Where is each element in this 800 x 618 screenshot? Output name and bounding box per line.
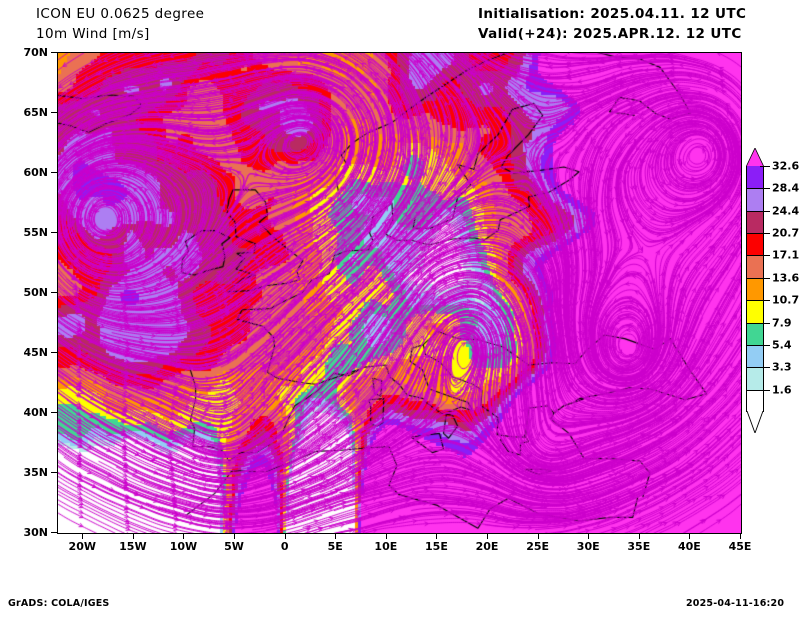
grads-credit: GrADS: COLA/IGES xyxy=(8,598,110,609)
colorbar-band xyxy=(747,255,763,279)
lon-tick xyxy=(133,533,134,539)
colorbar-tick-label: 28.4 xyxy=(772,181,800,195)
colorbar-tick xyxy=(760,345,770,346)
lon-tick-label: 15W xyxy=(119,540,147,553)
model-title: ICON EU 0.0625 degree xyxy=(36,6,205,22)
valid-time-label: Valid(+24): 2025.APR.12. 12 UTC xyxy=(478,26,742,42)
lon-tick xyxy=(183,533,184,539)
initialisation-label: Initialisation: 2025.04.11. 12 UTC xyxy=(478,6,747,22)
colorbar-tick xyxy=(760,211,770,212)
lat-tick xyxy=(51,532,57,533)
lat-tick xyxy=(51,352,57,353)
colorbar-tick-label: 5.4 xyxy=(772,338,792,352)
lat-tick-label: 50N xyxy=(23,286,48,299)
lon-tick-label: 20E xyxy=(475,540,499,553)
lon-tick xyxy=(639,533,640,539)
colorbar-top-extend-arrow xyxy=(746,148,764,167)
lon-tick-label: 45E xyxy=(728,540,752,553)
lon-tick xyxy=(335,533,336,539)
colorbar-bands xyxy=(746,166,764,413)
colorbar[interactable]: 32.6 28.4 24.4 20.7 17.1 13.6 10.7 7.9 5.4 3.3 1.6 xyxy=(746,148,800,438)
colorbar-band xyxy=(747,344,763,369)
colorbar-tick xyxy=(760,233,770,234)
lon-tick-label: 5E xyxy=(327,540,343,553)
colorbar-band xyxy=(747,166,763,190)
colorbar-band xyxy=(747,389,763,413)
lat-tick-label: 70N xyxy=(23,46,48,59)
lon-tick xyxy=(487,533,488,539)
colorbar-tick xyxy=(760,278,770,279)
lon-tick xyxy=(82,533,83,539)
lon-tick xyxy=(588,533,589,539)
lon-tick-label: 5W xyxy=(224,540,244,553)
lon-tick xyxy=(436,533,437,539)
lat-tick-label: 45N xyxy=(23,346,48,359)
colorbar-tick-label: 7.9 xyxy=(772,316,792,330)
colorbar-tick-label: 10.7 xyxy=(772,293,800,307)
lon-tick-label: 25E xyxy=(526,540,550,553)
lon-tick xyxy=(538,533,539,539)
colorbar-tick xyxy=(760,390,770,391)
colorbar-tick-label: 17.1 xyxy=(772,248,800,262)
lat-tick-label: 35N xyxy=(23,466,48,479)
colorbar-band xyxy=(747,277,763,302)
colorbar-band xyxy=(747,233,763,257)
lon-tick-label: 15E xyxy=(425,540,448,553)
colorbar-band xyxy=(747,188,763,212)
lat-tick xyxy=(51,52,57,53)
lon-tick-label: 35E xyxy=(627,540,651,553)
lon-tick xyxy=(740,533,741,539)
lat-tick-label: 60N xyxy=(23,166,48,179)
colorbar-band xyxy=(747,300,763,324)
lon-tick-label: 10E xyxy=(374,540,398,553)
colorbar-tick xyxy=(760,188,770,189)
lat-tick-label: 55N xyxy=(23,226,48,239)
lon-tick xyxy=(285,533,286,539)
lat-tick-label: 65N xyxy=(23,106,48,119)
lat-tick xyxy=(51,112,57,113)
render-timestamp: 2025-04-11-16:20 xyxy=(686,598,785,609)
lon-tick-label: 20W xyxy=(68,540,96,553)
colorbar-tick xyxy=(760,367,770,368)
lat-tick xyxy=(51,292,57,293)
lat-tick xyxy=(51,412,57,413)
field-title: 10m Wind [m/s] xyxy=(36,26,150,42)
map-plot-area[interactable] xyxy=(57,52,742,534)
lon-tick xyxy=(386,533,387,539)
colorbar-tick xyxy=(760,255,770,256)
colorbar-tick-label: 20.7 xyxy=(772,226,800,240)
lat-tick xyxy=(51,232,57,233)
colorbar-tick xyxy=(760,323,770,324)
wind-field-canvas xyxy=(58,53,741,533)
lon-tick xyxy=(234,533,235,539)
lat-tick xyxy=(51,472,57,473)
lon-tick xyxy=(689,533,690,539)
colorbar-tick-label: 24.4 xyxy=(772,204,800,218)
lon-tick-label: 0 xyxy=(280,540,289,553)
lon-tick-label: 40E xyxy=(677,540,701,553)
colorbar-tick xyxy=(760,166,770,167)
colorbar-tick-label: 3.3 xyxy=(772,360,792,374)
lon-tick-label: 10W xyxy=(169,540,198,553)
colorbar-bottom-extend-arrow xyxy=(746,411,764,433)
colorbar-band xyxy=(747,210,763,235)
lon-tick-label: 30E xyxy=(576,540,600,553)
lat-tick-label: 40N xyxy=(23,406,48,419)
colorbar-band xyxy=(747,322,763,346)
lat-tick-label: 30N xyxy=(23,526,48,539)
colorbar-band xyxy=(747,367,763,391)
colorbar-tick xyxy=(760,300,770,301)
lat-tick xyxy=(51,172,57,173)
colorbar-tick-label: 1.6 xyxy=(772,383,792,397)
colorbar-tick-label: 13.6 xyxy=(772,271,800,285)
colorbar-tick-label: 32.6 xyxy=(772,159,800,173)
